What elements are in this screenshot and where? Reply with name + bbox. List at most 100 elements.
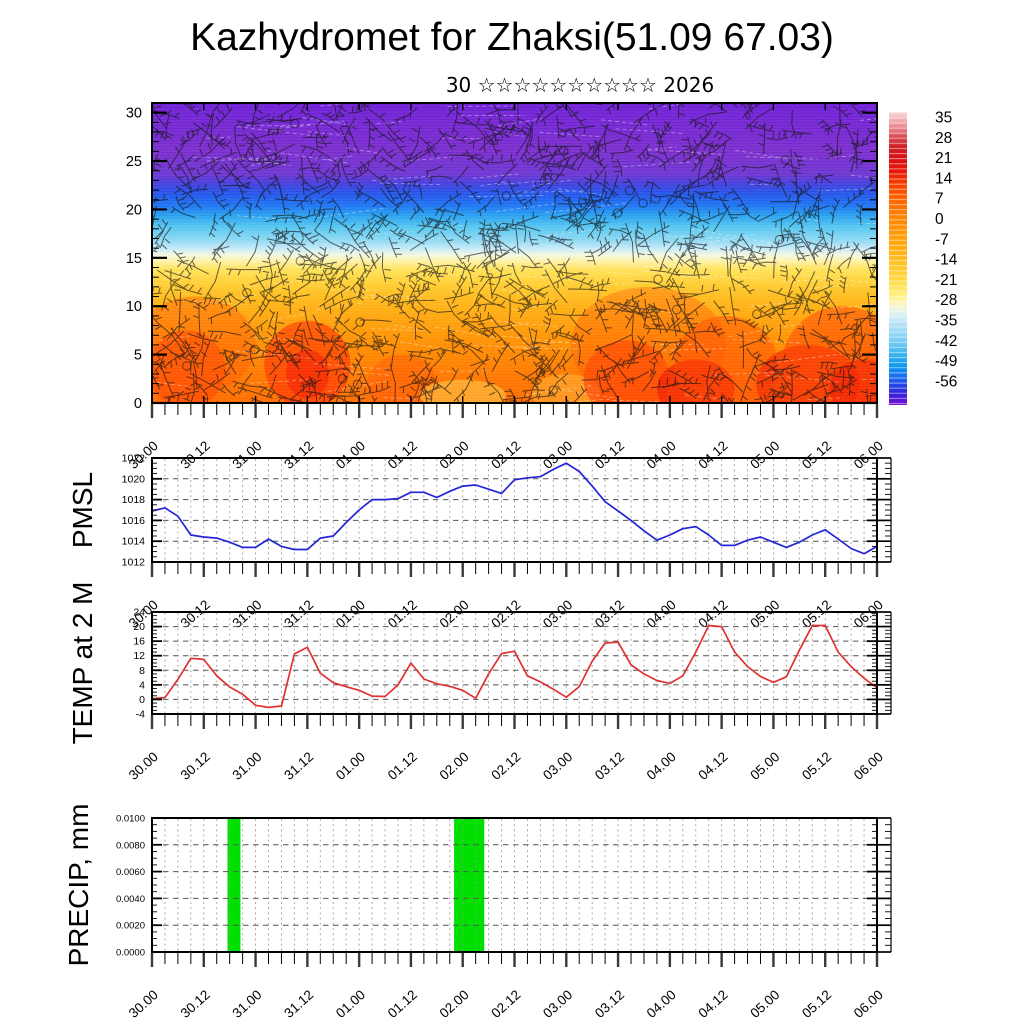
svg-text:30.12: 30.12: [178, 749, 213, 783]
svg-text:30.00: 30.00: [126, 749, 161, 783]
svg-text:01.00: 01.00: [333, 597, 368, 631]
svg-text:06.00: 06.00: [851, 987, 886, 1021]
svg-text:05.00: 05.00: [747, 597, 782, 631]
svg-text:31.12: 31.12: [281, 987, 316, 1021]
svg-text:-56: -56: [935, 373, 957, 390]
svg-text:02.00: 02.00: [437, 749, 472, 783]
svg-text:01.12: 01.12: [385, 749, 420, 783]
svg-text:06.00: 06.00: [851, 438, 886, 472]
svg-text:24: 24: [133, 607, 145, 619]
svg-text:0.0100: 0.0100: [116, 814, 145, 825]
svg-text:0.0080: 0.0080: [116, 840, 145, 851]
svg-text:30.12: 30.12: [178, 987, 213, 1021]
svg-text:1014: 1014: [122, 536, 146, 548]
x-axis-labels: 30.00 30.12 31.00 31.12 01.00 01.12 02.00 02.12…: [126, 715, 886, 783]
svg-text:-4: -4: [136, 709, 145, 721]
svg-text:PMSL: PMSL: [67, 472, 98, 548]
svg-text:04.12: 04.12: [695, 749, 730, 783]
svg-text:05.00: 05.00: [747, 749, 782, 783]
svg-text:5: 5: [134, 348, 142, 364]
svg-text:0.0040: 0.0040: [116, 894, 145, 905]
pmsl-panel: 1012 1014 1016 1018 1020 1022 PMSL: [67, 453, 892, 569]
svg-text:0: 0: [134, 396, 142, 412]
svg-text:PRECIP, mm: PRECIP, mm: [63, 804, 94, 967]
svg-text:31.00: 31.00: [229, 597, 264, 631]
svg-text:20: 20: [133, 621, 145, 633]
svg-text:21: 21: [935, 150, 952, 167]
svg-text:01.12: 01.12: [385, 438, 420, 472]
svg-text:03.00: 03.00: [540, 987, 575, 1021]
svg-text:04.00: 04.00: [644, 438, 679, 472]
x-axis-labels: 30.00 30.12 31.00 31.12 01.00 01.12 02.00 02.12…: [126, 953, 886, 1021]
svg-text:35: 35: [935, 110, 952, 127]
svg-text:-7: -7: [935, 231, 949, 248]
svg-text:-35: -35: [935, 313, 957, 330]
svg-text:04.00: 04.00: [644, 597, 679, 631]
svg-text:20: 20: [126, 202, 142, 218]
svg-text:31.12: 31.12: [281, 438, 316, 472]
svg-text:01.12: 01.12: [385, 987, 420, 1021]
svg-text:01.12: 01.12: [385, 597, 420, 631]
svg-text:02.12: 02.12: [488, 987, 523, 1021]
svg-text:31.12: 31.12: [281, 597, 316, 631]
svg-text:8: 8: [139, 665, 145, 677]
svg-text:03.12: 03.12: [592, 749, 627, 783]
upper-air-axes: 0 5 10 15 20 25 30: [126, 102, 878, 412]
svg-text:-49: -49: [935, 353, 957, 370]
temp-panel: -4 0 4 8 12 16 20 24 TEMP at 2 M: [67, 582, 892, 745]
page-subtitle: 30 ☆☆☆☆☆☆☆☆☆☆ 2026: [445, 73, 715, 97]
svg-text:10: 10: [126, 299, 142, 315]
svg-text:30.12: 30.12: [178, 597, 213, 631]
svg-text:05.12: 05.12: [799, 438, 834, 472]
svg-text:01.00: 01.00: [333, 987, 368, 1021]
svg-text:0.0020: 0.0020: [116, 921, 145, 932]
colorbar: 35 28 21 14 7 0 -7 -14 -21 -28 -35 -42 -49 -56: [889, 110, 958, 405]
svg-text:03.12: 03.12: [592, 597, 627, 631]
svg-text:31.00: 31.00: [229, 438, 264, 472]
svg-text:-28: -28: [935, 292, 957, 309]
svg-text:31.00: 31.00: [229, 987, 264, 1021]
svg-text:01.00: 01.00: [333, 438, 368, 472]
svg-text:30.12: 30.12: [178, 438, 213, 472]
svg-text:0: 0: [139, 694, 145, 706]
svg-text:30: 30: [126, 106, 142, 122]
precip-panel: 0.0000 0.0020 0.0040 0.0060 0.0080 0.0100 PREC…: [63, 804, 892, 967]
svg-text:0.0000: 0.0000: [116, 948, 145, 959]
svg-text:12: 12: [133, 650, 145, 662]
svg-text:25: 25: [126, 154, 142, 170]
svg-text:7: 7: [935, 191, 944, 208]
svg-text:02.12: 02.12: [488, 597, 523, 631]
svg-text:16: 16: [133, 636, 145, 648]
svg-text:05.00: 05.00: [747, 438, 782, 472]
svg-text:-21: -21: [935, 272, 957, 289]
svg-text:28: 28: [935, 130, 952, 147]
svg-text:14: 14: [935, 170, 953, 187]
svg-text:03.12: 03.12: [592, 987, 627, 1021]
svg-text:03.00: 03.00: [540, 597, 575, 631]
svg-text:TEMP at 2 M: TEMP at 2 M: [67, 582, 98, 745]
svg-text:0: 0: [935, 211, 944, 228]
svg-text:31.00: 31.00: [229, 749, 264, 783]
svg-text:04.00: 04.00: [644, 749, 679, 783]
upper-air-panel: [152, 103, 877, 403]
svg-text:-14: -14: [935, 252, 958, 269]
svg-text:4: 4: [139, 679, 145, 691]
svg-text:03.00: 03.00: [540, 749, 575, 783]
x-axis-labels: 30.00 30.12 31.00 31.12 01.00 01.12 02.00 02.12…: [126, 563, 886, 631]
svg-text:02.00: 02.00: [437, 987, 472, 1021]
svg-text:05.00: 05.00: [747, 987, 782, 1021]
x-axis-labels: 30.00 30.12 31.00 31.12 01.00 01.12 02.00 02.12…: [126, 404, 886, 472]
svg-text:-42: -42: [935, 333, 957, 350]
svg-text:1018: 1018: [122, 494, 146, 506]
svg-text:05.12: 05.12: [799, 749, 834, 783]
svg-text:02.00: 02.00: [437, 438, 472, 472]
svg-text:04.00: 04.00: [644, 987, 679, 1021]
svg-text:02.12: 02.12: [488, 749, 523, 783]
svg-text:01.00: 01.00: [333, 749, 368, 783]
svg-text:02.12: 02.12: [488, 438, 523, 472]
svg-text:15: 15: [126, 251, 142, 267]
svg-text:02.00: 02.00: [437, 597, 472, 631]
svg-text:1012: 1012: [122, 557, 146, 569]
svg-text:1022: 1022: [122, 453, 146, 465]
